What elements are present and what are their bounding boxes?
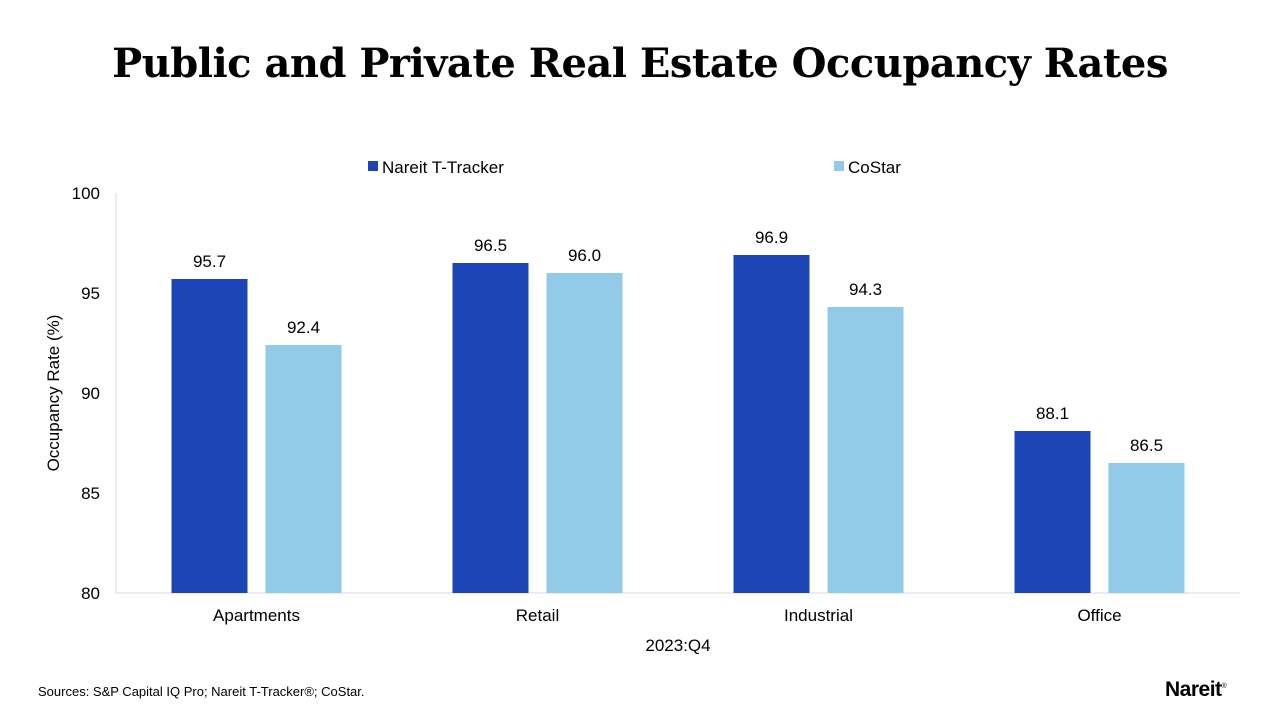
nareit-logo: Nareit® <box>1165 678 1227 701</box>
legend-label: CoStar <box>848 158 901 177</box>
data-label: 96.5 <box>474 236 507 255</box>
bar-costar <box>546 273 623 593</box>
data-label: 96.9 <box>755 228 788 247</box>
x-tick-label: Office <box>1077 606 1121 625</box>
bar-nareit <box>452 263 529 593</box>
bar-costar <box>1108 463 1185 593</box>
x-tick-label: Retail <box>516 606 559 625</box>
bar-nareit <box>171 279 248 593</box>
bar-costar <box>265 345 342 593</box>
x-tick-label: Industrial <box>784 606 853 625</box>
x-tick-label: Apartments <box>213 606 300 625</box>
y-tick-label: 85 <box>81 484 100 503</box>
legend-swatch <box>834 161 844 171</box>
y-tick-label: 90 <box>81 384 100 403</box>
legend-label: Nareit T-Tracker <box>382 158 504 177</box>
bar-costar <box>827 307 904 593</box>
data-label: 92.4 <box>287 318 320 337</box>
data-label: 95.7 <box>193 252 226 271</box>
x-axis-title: 2023:Q4 <box>645 636 710 655</box>
data-label: 88.1 <box>1036 404 1069 423</box>
source-note: Sources: S&P Capital IQ Pro; Nareit T-Tr… <box>38 684 365 699</box>
y-tick-label: 95 <box>81 284 100 303</box>
data-label: 86.5 <box>1130 436 1163 455</box>
chart-title: Public and Private Real Estate Occupancy… <box>112 40 1168 87</box>
legend-swatch <box>368 161 378 171</box>
y-axis-title: Occupancy Rate (%) <box>44 315 63 472</box>
bar-nareit <box>733 255 810 593</box>
data-label: 96.0 <box>568 246 601 265</box>
data-label: 94.3 <box>849 280 882 299</box>
bar-nareit <box>1014 431 1091 593</box>
y-tick-label: 80 <box>81 584 100 603</box>
y-tick-label: 100 <box>72 184 100 203</box>
